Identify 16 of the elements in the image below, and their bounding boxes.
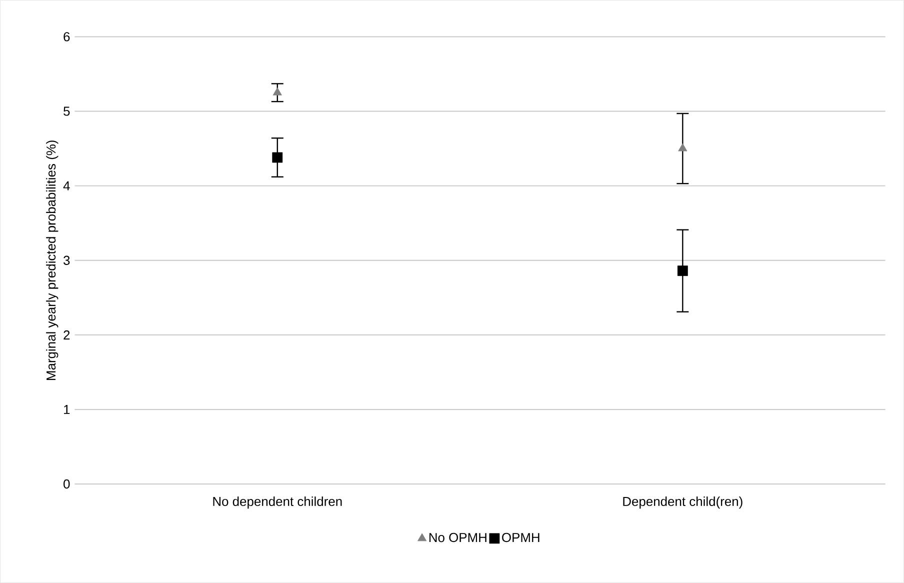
y-tick-label: 2 <box>64 330 70 340</box>
point <box>272 88 282 96</box>
y-tick-label: 4 <box>63 181 70 190</box>
y-tick-label: 6 <box>64 32 70 42</box>
point <box>272 152 283 163</box>
legend-label: OPMH <box>502 533 540 542</box>
y-tick-label: 1 <box>64 405 70 414</box>
y-tick-label: 0 <box>64 480 70 489</box>
point <box>678 143 688 152</box>
y-axis-title: Marginal yearly predicted probabilities (%) <box>46 140 58 380</box>
point <box>677 266 688 276</box>
x-tick-label: No dependent children <box>213 496 342 509</box>
legend-label: No OPMH <box>429 533 486 542</box>
y-tick-label: 3 <box>64 256 70 266</box>
x-tick-label: Dependent child(ren) <box>623 496 742 509</box>
y-tick-label: 5 <box>64 106 70 116</box>
